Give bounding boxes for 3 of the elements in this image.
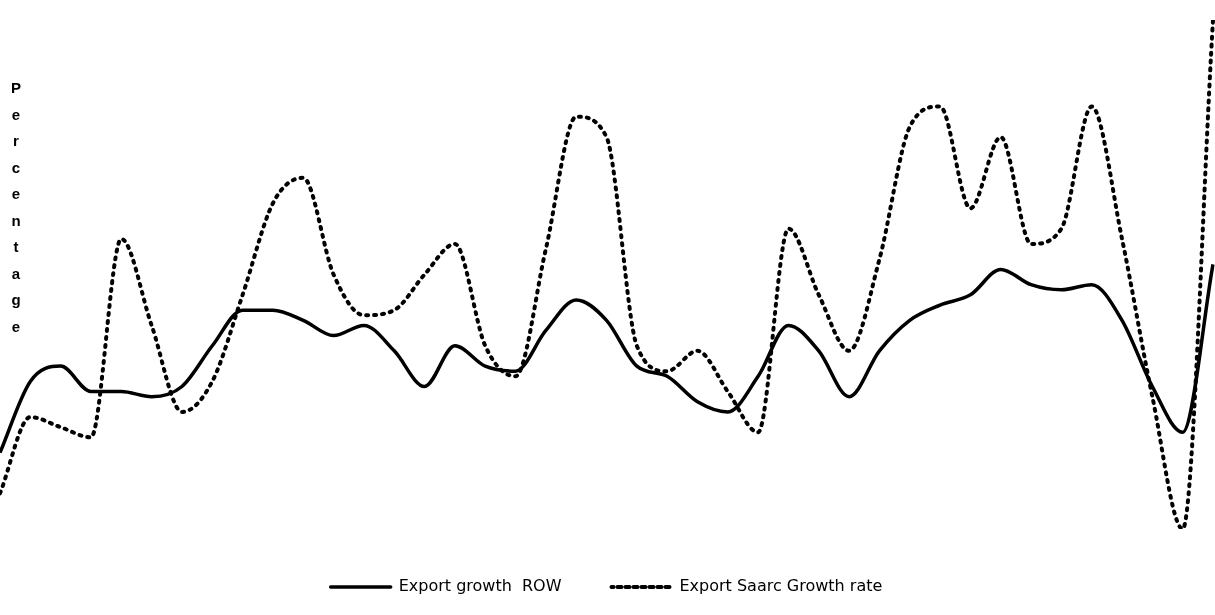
legend-label: Export Saarc Growth rate — [679, 576, 883, 596]
legend-label: Export growth ROW — [398, 576, 562, 596]
text: Percentage — [10, 79, 21, 335]
